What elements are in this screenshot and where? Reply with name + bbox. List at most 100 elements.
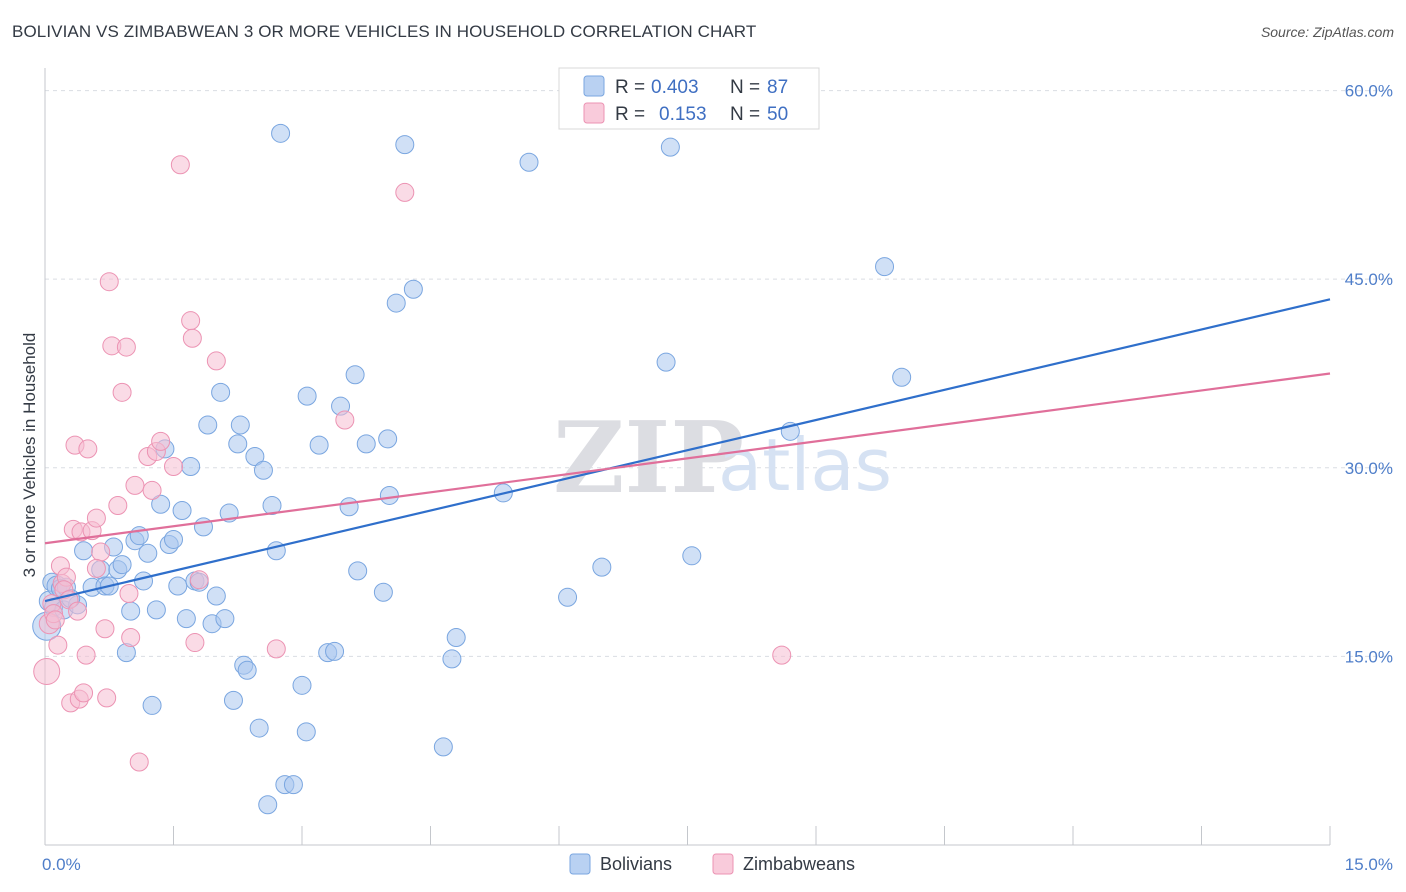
bolivian-point-16[interactable] <box>112 555 132 575</box>
zimbabwean-point-23[interactable] <box>112 382 132 402</box>
trend-lines <box>44 298 1331 603</box>
x-tick-labels: 0.0% 15.0% <box>42 855 1393 874</box>
bolivian-point-28[interactable] <box>164 529 183 549</box>
zimbabwean-point-34[interactable] <box>170 155 190 175</box>
bolivian-point-44[interactable] <box>230 415 250 435</box>
zimbabweans-trend-line <box>44 372 1331 545</box>
bolivian-point-55[interactable] <box>283 775 303 795</box>
zimbabwean-point-44[interactable] <box>45 610 65 630</box>
zimbabwean-point-36[interactable] <box>182 328 202 348</box>
bolivian-point-64[interactable] <box>345 365 365 385</box>
zimbabwean-point-43[interactable] <box>772 645 792 665</box>
bolivian-point-53[interactable] <box>271 123 291 143</box>
zimbabwean-point-38[interactable] <box>189 570 209 590</box>
zimbabwean-point-25[interactable] <box>119 584 139 604</box>
bolivian-point-79[interactable] <box>592 557 612 577</box>
bolivian-point-75[interactable] <box>446 628 466 648</box>
bolivian-point-29[interactable] <box>168 576 188 596</box>
zimbabwean-point-13[interactable] <box>74 683 94 703</box>
zimbabwean-point-19[interactable] <box>97 688 117 708</box>
chart-title: BOLIVIAN VS ZIMBABWEAN 3 OR MORE VEHICLE… <box>12 22 757 41</box>
bolivian-point-81[interactable] <box>660 137 680 157</box>
bolivian-point-61[interactable] <box>325 641 345 661</box>
bolivian-point-24[interactable] <box>146 600 166 620</box>
bolivian-point-65[interactable] <box>348 561 368 581</box>
zimbabwean-point-35[interactable] <box>181 311 201 331</box>
zimbabwean-point-18[interactable] <box>91 542 111 562</box>
bolivian-point-58[interactable] <box>297 386 317 406</box>
bolivian-point-51[interactable] <box>262 496 282 516</box>
zimbabwean-point-48[interactable] <box>86 558 106 578</box>
bolivian-point-39[interactable] <box>211 382 231 402</box>
bolivian-point-49[interactable] <box>253 460 273 480</box>
bolivian-point-77[interactable] <box>519 152 539 172</box>
bolivian-point-84[interactable] <box>875 257 895 277</box>
bolivian-point-43[interactable] <box>228 434 248 454</box>
zimbabwean-point-49[interactable] <box>95 619 115 639</box>
zimbabwean-point-33[interactable] <box>164 457 183 477</box>
bolivian-point-70[interactable] <box>386 293 406 313</box>
zimbabwean-point-42[interactable] <box>395 182 415 202</box>
bolivian-point-74[interactable] <box>442 649 462 669</box>
bolivian-point-47[interactable] <box>245 446 265 466</box>
bolivian-point-68[interactable] <box>378 429 398 449</box>
bolivian-point-30[interactable] <box>172 501 192 521</box>
bolivian-point-50[interactable] <box>258 795 278 815</box>
bolivian-point-78[interactable] <box>558 587 578 607</box>
zimbabwean-point-26[interactable] <box>121 628 141 648</box>
bolivian-point-38[interactable] <box>206 586 226 606</box>
bolivian-point-18[interactable] <box>121 601 141 621</box>
bolivian-point-85[interactable] <box>892 367 912 387</box>
bolivian-point-63[interactable] <box>339 497 359 517</box>
zimbabwean-point-15[interactable] <box>78 439 98 459</box>
zimbabwean-point-24[interactable] <box>116 337 136 357</box>
stats-legend: R = 0.403 N = 87 R = 0.153 N = 50 <box>558 67 820 130</box>
bolivian-point-25[interactable] <box>151 494 171 514</box>
bottom-legend-label-bolivians: Bolivians <box>600 854 672 874</box>
zimbabwean-point-20[interactable] <box>99 272 119 292</box>
bolivian-point-31[interactable] <box>176 609 196 629</box>
zimbabwean-point-4[interactable] <box>48 635 68 655</box>
legend-r-value-1: 0.153 <box>659 104 707 125</box>
bolivian-point-82[interactable] <box>682 546 702 566</box>
bolivian-point-72[interactable] <box>403 279 423 299</box>
zimbabwean-point-47[interactable] <box>68 601 88 621</box>
zimbabwean-point-27[interactable] <box>125 475 145 495</box>
zimbabwean-point-30[interactable] <box>142 480 162 500</box>
bolivian-point-48[interactable] <box>249 718 269 738</box>
bolivian-point-57[interactable] <box>296 722 316 742</box>
zimbabwean-point-41[interactable] <box>335 410 355 430</box>
bolivian-point-40[interactable] <box>215 609 235 629</box>
bolivian-point-42[interactable] <box>223 690 243 710</box>
bolivian-point-67[interactable] <box>373 582 393 602</box>
legend-r-label-0: R = <box>615 77 645 98</box>
zimbabwean-point-37[interactable] <box>185 633 205 653</box>
bolivian-point-22[interactable] <box>138 543 158 563</box>
zimbabwean-point-32[interactable] <box>151 431 171 451</box>
zimbabwean-point-17[interactable] <box>86 508 106 528</box>
bolivian-point-21[interactable] <box>134 571 154 591</box>
bottom-legend-swatch-bolivians[interactable] <box>569 853 591 875</box>
bolivian-point-32[interactable] <box>181 457 201 477</box>
zimbabwean-point-28[interactable] <box>129 752 149 772</box>
zimbabwean-point-14[interactable] <box>76 645 96 665</box>
bolivian-point-73[interactable] <box>433 737 453 757</box>
bolivian-point-80[interactable] <box>656 352 676 372</box>
bolivian-point-71[interactable] <box>395 135 415 155</box>
bolivian-point-46[interactable] <box>237 660 257 680</box>
zimbabwean-point-39[interactable] <box>206 351 226 371</box>
legend-n-value-1: 50 <box>767 104 788 125</box>
legend-r-value-0: 0.403 <box>651 77 699 98</box>
bolivian-point-23[interactable] <box>142 695 162 715</box>
zimbabwean-point-40[interactable] <box>266 639 286 659</box>
bolivian-point-56[interactable] <box>292 675 312 695</box>
zimbabwean-point-22[interactable] <box>108 496 128 516</box>
bolivians-trend-line <box>44 298 1331 603</box>
bottom-legend-swatch-zimbabweans[interactable] <box>712 853 734 875</box>
bolivian-point-9[interactable] <box>74 541 94 561</box>
bolivian-point-59[interactable] <box>309 435 329 455</box>
bolivian-point-66[interactable] <box>356 434 376 454</box>
bolivian-point-69[interactable] <box>379 485 399 505</box>
zimbabwean-point-0[interactable] <box>33 657 61 685</box>
bolivian-point-36[interactable] <box>198 415 218 435</box>
